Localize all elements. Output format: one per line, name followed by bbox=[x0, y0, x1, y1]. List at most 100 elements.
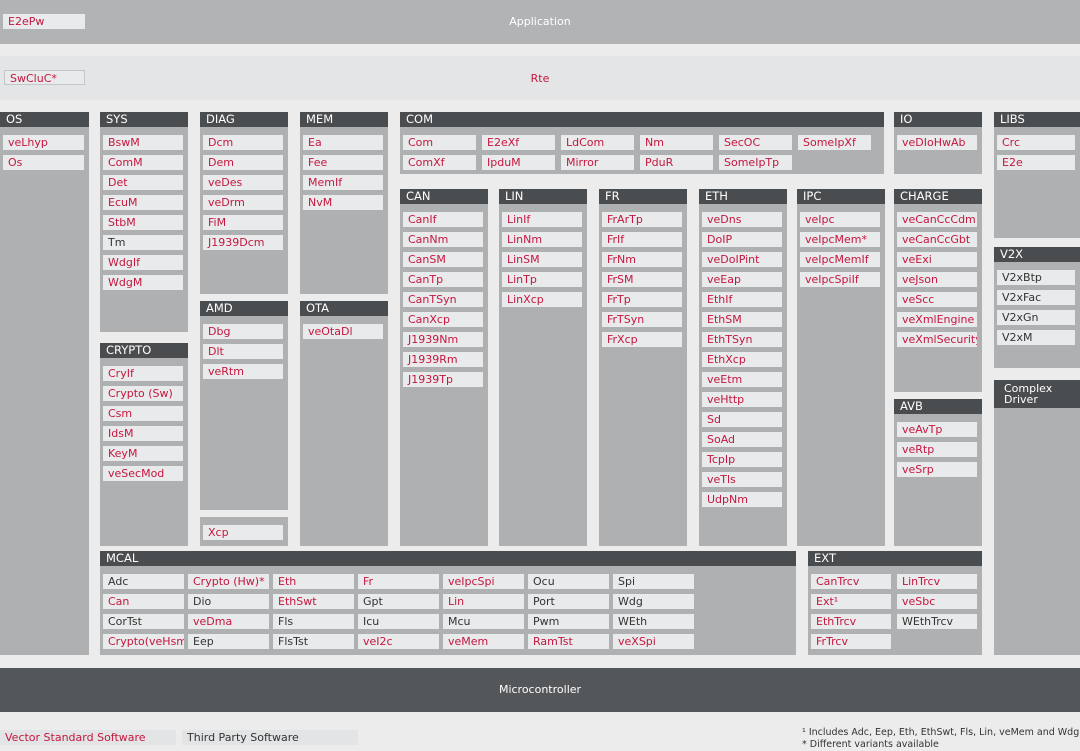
group-complex-driver: Complex Driver bbox=[994, 380, 1080, 655]
module-vedes: veDes bbox=[203, 175, 283, 190]
module-e2exf: E2eXf bbox=[482, 135, 555, 150]
group-mem: MEM Ea Fee MemIf NvM bbox=[300, 112, 388, 294]
module-wdgif: WdgIf bbox=[103, 255, 183, 270]
module-comm: ComM bbox=[103, 155, 183, 170]
module-spi: Spi bbox=[613, 574, 694, 589]
module-linif: LinIf bbox=[502, 212, 582, 227]
module-veavtp: veAvTp bbox=[897, 422, 977, 437]
group-eth: ETH veDns DoIP veDoIPint veEap EthIf EthSM EthT… bbox=[699, 189, 787, 546]
module-vecanccgbt: veCanCcGbt bbox=[897, 232, 977, 247]
module-dem: Dem bbox=[203, 155, 283, 170]
group-sys: SYS BswM ComM Det EcuM StbM Tm WdgIf WdgM bbox=[100, 112, 188, 332]
module-veetm: veEtm bbox=[702, 372, 782, 387]
module-cannm: CanNm bbox=[403, 232, 483, 247]
module-veipcspi: veIpcSpi bbox=[443, 574, 524, 589]
group-ota: OTA veOtaDl bbox=[300, 301, 388, 546]
module-cryif: CryIf bbox=[103, 366, 183, 381]
group-io-header: IO bbox=[894, 112, 982, 127]
module-nm: Nm bbox=[640, 135, 713, 150]
rte-layer bbox=[0, 56, 1080, 100]
module-ocu: Ocu bbox=[528, 574, 609, 589]
module-vertm: veRtm bbox=[203, 364, 283, 379]
module-bswm: BswM bbox=[103, 135, 183, 150]
group-can-header: CAN bbox=[400, 189, 488, 204]
module-linsm: LinSM bbox=[502, 252, 582, 267]
module-veexi: veExi bbox=[897, 252, 977, 267]
module-someipxf: SomeIpXf bbox=[798, 135, 871, 150]
module-frtp: FrTp bbox=[602, 292, 682, 307]
module-tm: Tm bbox=[103, 235, 183, 250]
microcontroller-label: Microcontroller bbox=[498, 683, 582, 696]
group-lin-header: LIN bbox=[499, 189, 587, 204]
module-mirror: Mirror bbox=[561, 155, 634, 170]
module-frxcp: FrXcp bbox=[602, 332, 682, 347]
module-j1939tp: J1939Tp bbox=[403, 372, 483, 387]
module-cortst: CorTst bbox=[103, 614, 184, 629]
module-veipcmem: veIpcMem* bbox=[800, 232, 880, 247]
group-crypto-header: CRYPTO bbox=[100, 343, 188, 358]
module-vediohwab: veDIoHwAb bbox=[897, 135, 977, 150]
module-fls: Fls bbox=[273, 614, 354, 629]
module-vehttp: veHttp bbox=[702, 392, 782, 407]
module-e2epw: E2ePw bbox=[3, 14, 85, 29]
module-ethsm: EthSM bbox=[702, 312, 782, 327]
group-ota-header: OTA bbox=[300, 301, 388, 316]
module-vesrp: veSrp bbox=[897, 462, 977, 477]
module-vesbc: veSbc bbox=[897, 594, 977, 609]
module-vecancccdm: veCanCcCdm bbox=[897, 212, 977, 227]
module-sd: Sd bbox=[702, 412, 782, 427]
module-vesecmod: veSecMod bbox=[103, 466, 183, 481]
module-pdur: PduR bbox=[640, 155, 713, 170]
group-v2x-header: V2X bbox=[994, 247, 1080, 262]
module-ethtsyn: EthTSyn bbox=[702, 332, 782, 347]
module-cantrcv: CanTrcv bbox=[811, 574, 891, 589]
group-os-header: OS bbox=[0, 112, 89, 127]
module-v2xm: V2xM bbox=[997, 330, 1075, 345]
module-fr: Fr bbox=[358, 574, 439, 589]
module-v2xbtp: V2xBtp bbox=[997, 270, 1075, 285]
module-frtsyn: FrTSyn bbox=[602, 312, 682, 327]
module-ext: Ext¹ bbox=[811, 594, 891, 609]
module-ldcom: LdCom bbox=[561, 135, 634, 150]
module-frif: FrIf bbox=[602, 232, 682, 247]
group-io: IO veDIoHwAb bbox=[894, 112, 982, 174]
module-gpt: Gpt bbox=[358, 594, 439, 609]
module-det: Det bbox=[103, 175, 183, 190]
module-keym: KeyM bbox=[103, 446, 183, 461]
group-complex-driver-header: Complex Driver bbox=[994, 380, 1080, 408]
module-crypto-sw: Crypto (Sw) bbox=[103, 386, 183, 401]
legend-third-party-software: Third Party Software bbox=[182, 730, 358, 745]
group-mem-header: MEM bbox=[300, 112, 388, 127]
group-os: OS veLhyp Os bbox=[0, 112, 89, 655]
group-v2x: V2X V2xBtp V2xFac V2xGn V2xM bbox=[994, 247, 1080, 368]
module-soad: SoAd bbox=[702, 432, 782, 447]
group-charge-header: CHARGE bbox=[894, 189, 982, 204]
group-com: COM Com E2eXf LdCom Nm SecOC SomeIpXf ComXf Ipdu… bbox=[400, 112, 884, 174]
group-ipc-header: IPC bbox=[797, 189, 885, 204]
module-frsm: FrSM bbox=[602, 272, 682, 287]
module-velhyp: veLhyp bbox=[3, 135, 84, 150]
module-vejson: veJson bbox=[897, 272, 977, 287]
module-ecum: EcuM bbox=[103, 195, 183, 210]
module-nvm: NvM bbox=[303, 195, 383, 210]
module-weth: WEth bbox=[613, 614, 694, 629]
group-avb: AVB veAvTp veRtp veSrp bbox=[894, 399, 982, 546]
module-vemem: veMem bbox=[443, 634, 524, 649]
footnote-variants: * Different variants available bbox=[802, 739, 939, 750]
module-vescc: veScc bbox=[897, 292, 977, 307]
module-doip: DoIP bbox=[702, 232, 782, 247]
module-veipcspiif: veIpcSpiIf bbox=[800, 272, 880, 287]
module-veipc: veIpc bbox=[800, 212, 880, 227]
module-frartp: FrArTp bbox=[602, 212, 682, 227]
module-cantsyn: CanTSyn bbox=[403, 292, 483, 307]
module-icu: Icu bbox=[358, 614, 439, 629]
module-ipdum: IpduM bbox=[482, 155, 555, 170]
module-wdgm: WdgM bbox=[103, 275, 183, 290]
module-cansm: CanSM bbox=[403, 252, 483, 267]
group-fr: FR FrArTp FrIf FrNm FrSM FrTp FrTSyn FrXcp bbox=[599, 189, 687, 546]
module-port: Port bbox=[528, 594, 609, 609]
module-cantp: CanTp bbox=[403, 272, 483, 287]
module-lin: Lin bbox=[443, 594, 524, 609]
module-v2xfac: V2xFac bbox=[997, 290, 1075, 305]
